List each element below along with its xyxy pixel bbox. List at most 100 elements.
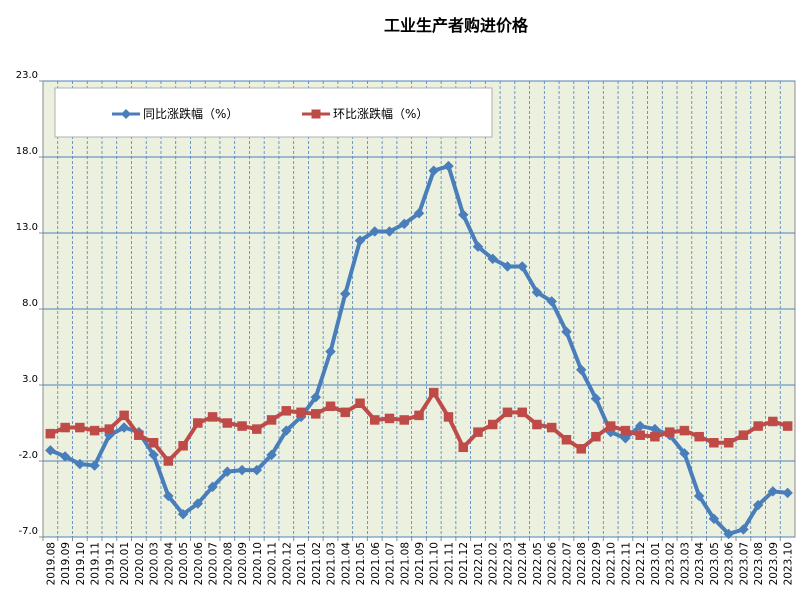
data-point bbox=[561, 434, 572, 445]
data-point bbox=[252, 424, 262, 434]
x-tick-label: 2022.03 bbox=[502, 542, 514, 585]
x-tick-label: 2021.02 bbox=[311, 542, 323, 585]
data-point bbox=[134, 430, 144, 440]
y-tick-label: -2.0 bbox=[18, 450, 38, 461]
x-tick-label: 2021.12 bbox=[458, 542, 470, 585]
x-tick-label: 2020.03 bbox=[149, 542, 161, 585]
data-point bbox=[340, 407, 351, 418]
data-point bbox=[148, 449, 159, 461]
data-point bbox=[237, 421, 247, 431]
x-tick-label: 2020.08 bbox=[222, 542, 234, 585]
data-point bbox=[679, 425, 690, 436]
x-tick-label: 2021.01 bbox=[296, 542, 308, 585]
x-tick-label: 2020.10 bbox=[252, 542, 264, 585]
data-point bbox=[487, 253, 499, 265]
data-point bbox=[163, 456, 174, 466]
x-tick-label: 2023.09 bbox=[768, 542, 780, 585]
x-tick-label: 2020.05 bbox=[178, 542, 190, 585]
data-point bbox=[782, 421, 793, 431]
x-tick-label: 2022.08 bbox=[576, 542, 588, 585]
data-point bbox=[546, 422, 557, 433]
data-point bbox=[738, 524, 749, 535]
data-point bbox=[782, 487, 793, 499]
x-axis-ticks: 2019.08 2019.09 2019.10 2019.11 2019.12 2020.… bbox=[42, 537, 795, 586]
data-point bbox=[178, 441, 188, 451]
data-point bbox=[679, 448, 690, 459]
data-point bbox=[162, 490, 174, 502]
x-tick-label: 2021.10 bbox=[429, 542, 441, 585]
x-tick-label: 2020.11 bbox=[267, 542, 279, 585]
x-tick-label: 2022.12 bbox=[635, 542, 647, 585]
data-point bbox=[193, 418, 203, 428]
horizontal-gridlines bbox=[43, 80, 795, 538]
data-point bbox=[620, 432, 631, 444]
data-point bbox=[325, 401, 336, 412]
y-tick-label: 3.0 bbox=[22, 374, 38, 385]
data-point bbox=[635, 430, 645, 440]
data-point bbox=[738, 430, 749, 440]
y-axis-ticks: -7.0 -2.0 3.0 8.0 13.0 18.0 23.0 bbox=[16, 70, 43, 538]
x-tick-label: 2019.10 bbox=[75, 542, 87, 585]
x-tick-label: 2023.07 bbox=[738, 542, 750, 585]
x-tick-label: 2022.01 bbox=[473, 542, 485, 585]
data-point bbox=[650, 431, 660, 442]
data-point bbox=[620, 425, 631, 436]
y-tick-label: 18.0 bbox=[16, 146, 38, 157]
data-point bbox=[502, 407, 513, 418]
data-point bbox=[207, 412, 218, 422]
data-point bbox=[694, 431, 704, 442]
data-point bbox=[443, 160, 454, 172]
x-tick-label: 2023.04 bbox=[694, 542, 706, 586]
data-point bbox=[414, 410, 424, 421]
x-tick-label: 2023.05 bbox=[709, 542, 721, 585]
data-point bbox=[664, 427, 675, 437]
data-point bbox=[591, 431, 601, 442]
x-tick-label: 2020.09 bbox=[237, 542, 249, 585]
x-tick-label: 2021.09 bbox=[414, 542, 426, 585]
x-tick-label: 2022.06 bbox=[547, 542, 559, 586]
data-point bbox=[280, 425, 292, 436]
x-tick-label: 2021.07 bbox=[385, 542, 397, 585]
x-tick-label: 2022.10 bbox=[606, 542, 618, 585]
data-point bbox=[296, 407, 306, 418]
data-point bbox=[369, 226, 381, 237]
data-point bbox=[502, 261, 513, 272]
data-point bbox=[532, 419, 542, 430]
x-tick-label: 2019.08 bbox=[45, 542, 57, 585]
y-tick-label: 23.0 bbox=[16, 70, 38, 81]
data-point bbox=[472, 241, 484, 253]
data-point bbox=[75, 422, 85, 433]
data-point bbox=[517, 407, 527, 418]
x-tick-label: 2023.06 bbox=[724, 542, 736, 586]
y-tick-label: -7.0 bbox=[18, 526, 38, 537]
data-point bbox=[546, 296, 558, 307]
y-tick-label: 8.0 bbox=[22, 298, 38, 309]
data-point bbox=[236, 464, 248, 476]
data-point bbox=[222, 418, 233, 428]
data-point bbox=[516, 261, 528, 272]
y-tick-label: 13.0 bbox=[16, 222, 38, 233]
data-point bbox=[355, 398, 365, 408]
x-tick-label: 2021.08 bbox=[399, 542, 411, 585]
x-tick-label: 2022.04 bbox=[517, 542, 529, 586]
data-point bbox=[60, 422, 70, 433]
data-point bbox=[605, 421, 616, 431]
data-point bbox=[221, 466, 233, 477]
data-point bbox=[384, 413, 395, 424]
legend-marker bbox=[311, 109, 321, 119]
legend-label: 环比涨跌幅（%） bbox=[333, 106, 428, 121]
data-point bbox=[207, 481, 218, 493]
x-tick-label: 2019.11 bbox=[90, 542, 102, 585]
data-point bbox=[723, 438, 734, 448]
data-point bbox=[531, 286, 543, 298]
data-point bbox=[413, 207, 425, 219]
data-point bbox=[708, 513, 720, 525]
legend-marker bbox=[121, 109, 131, 119]
data-point bbox=[752, 499, 764, 511]
data-point bbox=[575, 364, 587, 376]
x-tick-label: 2020.06 bbox=[193, 542, 205, 586]
data-point bbox=[723, 528, 735, 540]
data-point bbox=[458, 442, 468, 453]
data-point bbox=[428, 387, 439, 398]
